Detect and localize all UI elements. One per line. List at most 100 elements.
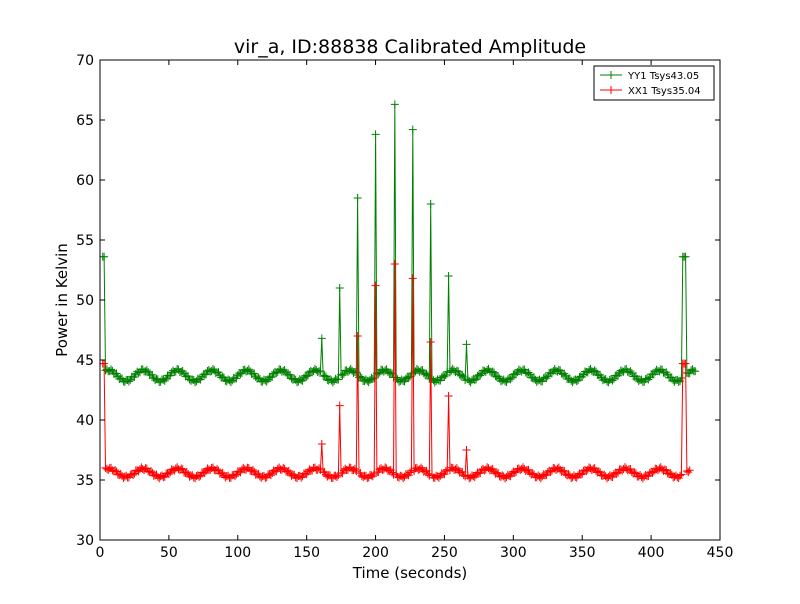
data-point-marker	[368, 374, 377, 383]
data-point-marker	[524, 368, 533, 377]
data-point-marker	[677, 374, 686, 383]
data-point-marker	[386, 368, 395, 377]
data-point-marker	[507, 373, 516, 382]
data-point-marker	[462, 340, 471, 349]
chart-title: vir_a, ID:88838 Calibrated Amplitude	[234, 36, 586, 58]
data-point-marker	[662, 466, 671, 475]
data-point-marker	[166, 371, 175, 380]
x-tick-label: 450	[707, 545, 734, 561]
data-point-marker	[202, 370, 211, 379]
data-point-marker	[232, 374, 241, 383]
legend-label: YY1 Tsys43.05	[627, 71, 699, 82]
x-tick-label: 400	[638, 545, 665, 561]
data-point-marker	[124, 377, 133, 386]
data-point-marker	[441, 467, 450, 476]
data-point-marker	[371, 130, 380, 139]
data-point-marker	[459, 372, 468, 381]
legend: YY1 Tsys43.05 XX1 Tsys35.04	[593, 65, 715, 101]
data-point-marker	[560, 467, 569, 476]
series-1	[100, 100, 700, 387]
x-tick-label: 250	[431, 545, 458, 561]
x-tick-label: 150	[293, 545, 320, 561]
data-point-marker	[116, 469, 125, 478]
data-point-marker	[648, 468, 657, 477]
y-tick-label: 60	[76, 173, 94, 189]
data-point-marker	[317, 334, 326, 343]
data-point-marker	[434, 473, 443, 482]
legend-entry: XX1 Tsys35.04	[600, 86, 701, 97]
data-point-marker	[426, 338, 435, 346]
series-line	[102, 104, 696, 384]
data-point-marker	[436, 376, 445, 385]
data-point-marker	[458, 371, 467, 380]
data-point-marker	[352, 368, 361, 377]
data-point-marker	[408, 125, 417, 134]
data-point-marker	[392, 373, 401, 382]
data-point-marker	[353, 332, 362, 340]
data-point-marker	[506, 375, 515, 384]
x-tick-label: 350	[569, 545, 596, 561]
data-point-marker	[608, 376, 617, 385]
data-point-marker	[304, 371, 313, 380]
data-point-marker	[681, 252, 690, 261]
y-tick-label: 55	[76, 233, 94, 249]
data-point-marker	[164, 470, 173, 479]
data-point-marker	[590, 366, 599, 375]
y-tick-label: 70	[76, 53, 94, 69]
data-point-marker	[338, 371, 347, 380]
data-point-marker	[677, 470, 686, 479]
data-point-marker	[332, 473, 341, 482]
data-point-marker	[184, 372, 193, 381]
data-point-marker	[244, 365, 253, 374]
data-point-marker	[371, 281, 380, 290]
data-point-marker	[410, 369, 419, 378]
x-tick-label: 0	[96, 545, 105, 561]
data-point-marker	[353, 194, 362, 202]
data-point-marker	[370, 374, 379, 383]
data-point-marker	[268, 372, 277, 381]
y-tick-label: 40	[76, 413, 94, 429]
data-point-marker	[390, 260, 399, 268]
data-point-marker	[297, 473, 306, 482]
data-point-marker	[476, 371, 485, 380]
legend-marker	[607, 86, 615, 94]
data-point-marker	[626, 367, 635, 376]
data-point-marker	[676, 471, 685, 480]
legend-box	[593, 65, 715, 101]
data-point-marker	[426, 200, 435, 208]
data-point-marker	[684, 468, 693, 477]
data-point-marker	[666, 469, 675, 478]
data-point-marker	[572, 377, 581, 386]
data-point-marker	[406, 468, 414, 477]
data-point-marker	[594, 467, 603, 476]
data-point-marker	[315, 464, 324, 473]
data-point-marker	[248, 465, 257, 474]
data-point-marker	[470, 376, 479, 385]
data-point-marker	[195, 472, 204, 481]
plot-frame	[99, 59, 721, 541]
data-point-marker	[459, 471, 468, 480]
data-point-marker	[422, 369, 431, 378]
data-point-marker	[462, 446, 471, 454]
data-point-marker	[129, 471, 138, 480]
data-point-marker	[578, 469, 587, 478]
data-point-marker	[374, 370, 383, 379]
data-point-marker	[681, 359, 690, 368]
data-point-marker	[390, 100, 399, 109]
data-point-marker	[284, 370, 293, 379]
data-point-marker	[231, 472, 240, 481]
data-point-marker	[317, 440, 326, 448]
data-point-marker	[388, 369, 397, 378]
x-tick-label: 100	[224, 545, 251, 561]
data-point-marker	[111, 466, 120, 475]
data-point-marker	[286, 371, 295, 380]
data-point-marker	[423, 469, 432, 478]
data-point-marker	[100, 252, 109, 261]
data-point-marker	[302, 372, 311, 381]
x-tick-label: 200	[362, 545, 389, 561]
series-2	[100, 260, 694, 483]
legend-entry: YY1 Tsys43.05	[600, 71, 699, 82]
x-tick-label: 300	[500, 545, 527, 561]
